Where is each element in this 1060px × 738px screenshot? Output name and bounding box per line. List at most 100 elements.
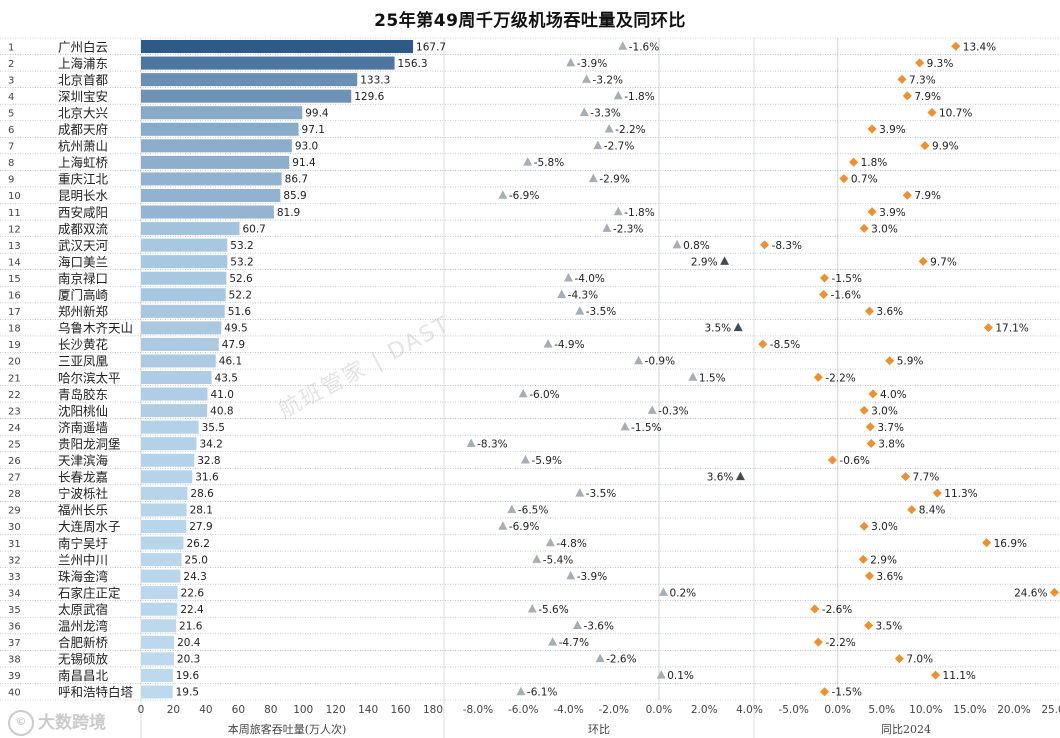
airport-label: 重庆江北 xyxy=(58,172,109,187)
mom-marker xyxy=(516,686,526,696)
watermark-logo-icon: © xyxy=(8,710,34,736)
rank-label: 15 xyxy=(8,274,21,285)
rank-label: 4 xyxy=(8,92,14,103)
airport-label: 成都天府 xyxy=(58,122,108,137)
yoy-marker xyxy=(918,256,928,266)
throughput-value-label: 49.5 xyxy=(224,323,247,335)
yoy-marker xyxy=(760,240,770,250)
mom-value-label: -1.6% xyxy=(629,41,659,53)
airport-label: 南宁吴圩 xyxy=(58,536,108,551)
rank-label: 13 xyxy=(8,241,21,252)
throughput-bar xyxy=(141,602,178,616)
throughput-value-label: 133.3 xyxy=(360,74,390,86)
mom-axis-title: 环比 xyxy=(588,723,610,736)
yoy-marker xyxy=(901,472,911,482)
mom-value-label: -3.9% xyxy=(577,58,607,70)
yoy-marker xyxy=(866,438,876,448)
rank-label: 39 xyxy=(8,671,21,682)
airport-label: 上海虹桥 xyxy=(58,155,109,170)
mom-value-label: -4.0% xyxy=(574,273,604,285)
yoy-marker xyxy=(859,223,869,233)
rank-label: 18 xyxy=(8,324,21,335)
mom-value-label: -6.0% xyxy=(529,389,559,401)
throughput-axis-tick: 80 xyxy=(264,704,277,716)
mom-value-label: -4.8% xyxy=(556,538,586,550)
rank-label: 19 xyxy=(8,340,21,351)
throughput-value-label: 167.7 xyxy=(416,41,446,53)
yoy-marker xyxy=(864,571,874,581)
yoy-marker xyxy=(982,538,992,548)
throughput-value-label: 60.7 xyxy=(242,223,265,235)
throughput-bar xyxy=(141,387,208,401)
rank-label: 35 xyxy=(8,605,21,616)
mom-value-label: -4.9% xyxy=(554,339,584,351)
mom-axis-tick: -8.0% xyxy=(463,704,493,716)
throughput-bar xyxy=(141,619,177,633)
airport-label: 乌鲁木齐天山 xyxy=(58,321,133,336)
throughput-axis-tick: 20 xyxy=(167,704,180,716)
throughput-value-label: 81.9 xyxy=(277,207,300,219)
throughput-bar xyxy=(141,337,219,351)
mom-marker xyxy=(498,190,508,199)
yoy-marker xyxy=(915,58,925,68)
yoy-axis-tick: 25.0% xyxy=(1041,704,1060,716)
mom-marker xyxy=(573,620,583,630)
throughput-bar xyxy=(141,404,208,418)
throughput-bar xyxy=(141,205,274,219)
mom-marker xyxy=(523,157,533,166)
mom-value-label: -0.3% xyxy=(658,405,688,417)
throughput-bar xyxy=(141,188,281,202)
throughput-value-label: 46.1 xyxy=(219,356,242,368)
mom-value-label: -6.1% xyxy=(527,687,557,699)
throughput-bar xyxy=(141,73,358,87)
yoy-value-label: 1.8% xyxy=(861,157,888,169)
mom-value-label: -2.2% xyxy=(615,124,645,136)
throughput-value-label: 41.0 xyxy=(211,389,234,401)
mom-value-label: -4.7% xyxy=(559,637,589,649)
yoy-marker xyxy=(849,157,859,167)
mom-value-label: -8.3% xyxy=(477,438,507,450)
mom-marker xyxy=(563,272,573,282)
yoy-marker xyxy=(894,654,904,664)
mom-value-label: -3.2% xyxy=(593,74,623,86)
yoy-value-label: 3.5% xyxy=(876,621,903,633)
throughput-value-label: 47.9 xyxy=(222,339,245,351)
rank-label: 11 xyxy=(8,208,21,219)
yoy-value-label: 7.9% xyxy=(914,91,941,103)
airport-label: 天津滨海 xyxy=(58,453,109,468)
yoy-marker xyxy=(859,405,869,415)
rank-label: 26 xyxy=(8,456,21,467)
throughput-value-label: 53.2 xyxy=(230,256,253,268)
throughput-value-label: 52.6 xyxy=(229,273,253,285)
yoy-marker xyxy=(902,190,912,200)
rank-label: 25 xyxy=(8,439,21,450)
throughput-value-label: 21.6 xyxy=(179,621,203,633)
rank-label: 20 xyxy=(8,357,21,368)
yoy-value-label: 24.6% xyxy=(1014,587,1047,599)
rank-label: 37 xyxy=(8,638,21,649)
mom-marker xyxy=(735,471,745,481)
throughput-value-label: 35.5 xyxy=(202,422,225,434)
throughput-bar xyxy=(141,519,187,533)
rank-label: 1 xyxy=(8,42,14,53)
airport-label: 大连周水子 xyxy=(58,519,121,534)
throughput-value-label: 24.3 xyxy=(183,571,206,583)
rank-label: 23 xyxy=(8,406,21,417)
rank-label: 3 xyxy=(8,75,14,86)
mom-marker xyxy=(620,421,630,431)
mom-marker xyxy=(604,124,614,133)
rank-label: 2 xyxy=(8,59,14,70)
mom-marker xyxy=(566,57,576,67)
throughput-bar xyxy=(141,304,225,318)
yoy-marker xyxy=(819,290,829,300)
mom-value-label: -5.9% xyxy=(531,455,561,467)
throughput-bar xyxy=(141,354,216,368)
mom-marker xyxy=(498,521,508,530)
yoy-marker xyxy=(927,107,937,117)
mom-marker xyxy=(618,41,628,50)
throughput-axis-tick: 160 xyxy=(391,704,411,716)
yoy-marker xyxy=(1049,587,1059,597)
throughput-value-label: 34.2 xyxy=(199,438,222,450)
mom-marker xyxy=(656,670,666,679)
throughput-value-label: 43.5 xyxy=(215,372,238,384)
